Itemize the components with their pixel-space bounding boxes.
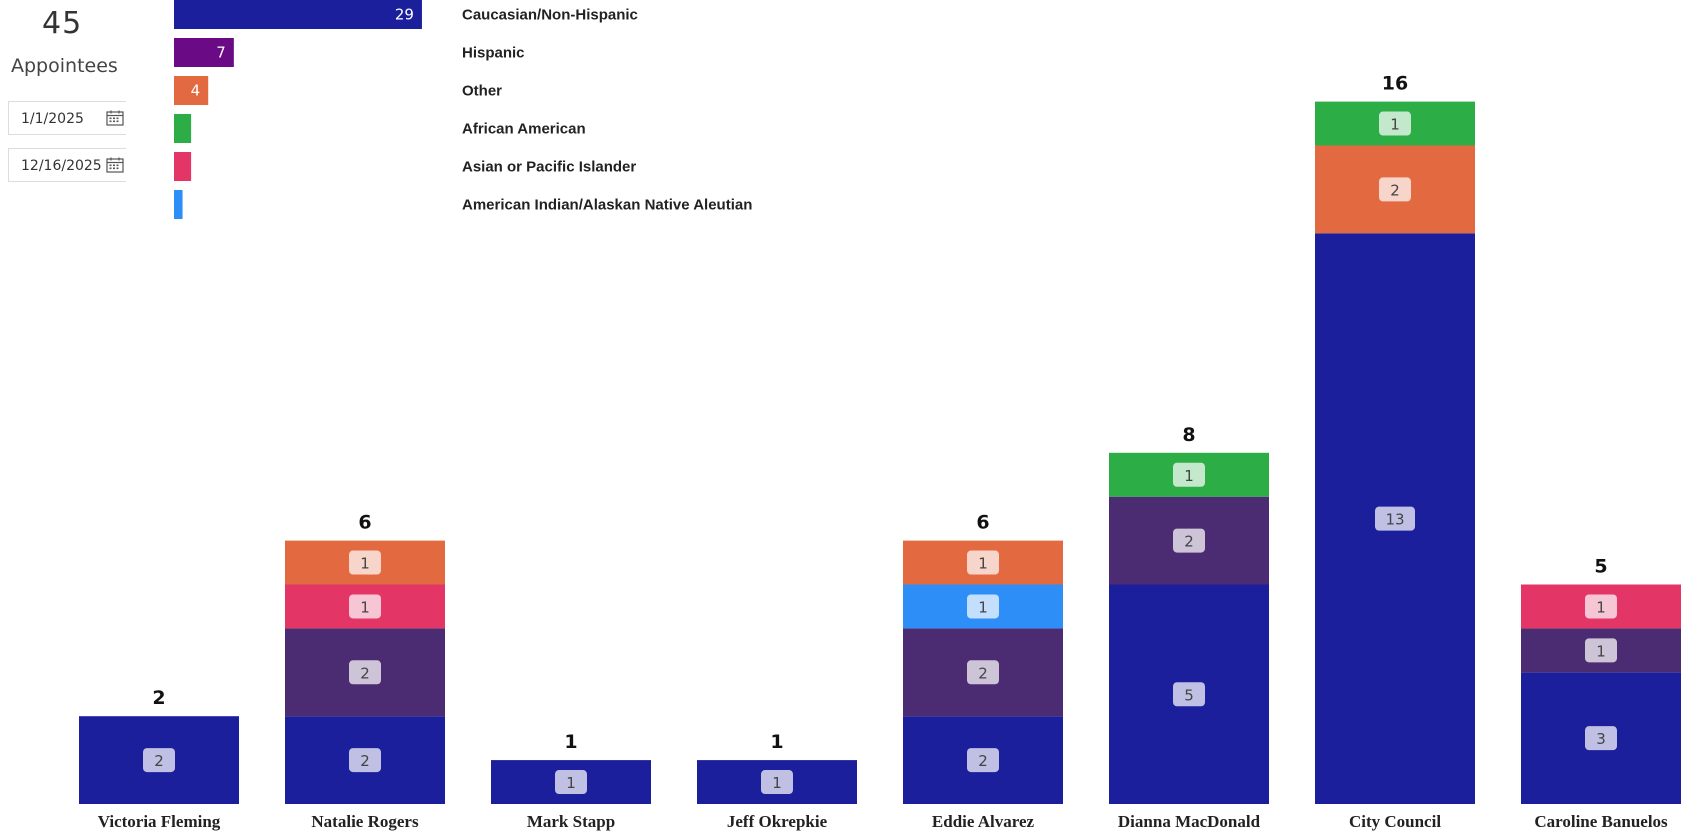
- segment-value-label: 2: [360, 664, 370, 682]
- appointee-count: 45: [42, 6, 83, 41]
- bar-total-label: 6: [976, 512, 989, 534]
- segment-value-label: 1: [1390, 116, 1400, 134]
- start-date-value: 1/1/2025: [21, 111, 84, 127]
- segment-value-label: 1: [360, 598, 370, 616]
- segment-value-label: 13: [1385, 511, 1404, 529]
- ethnicity-category-label: Other: [462, 83, 502, 100]
- segment-value-badge: [349, 594, 381, 619]
- end-date-value: 12/16/2025: [21, 158, 102, 174]
- bar-total-label: 2: [152, 687, 165, 709]
- ethnicity-category-label: Asian or Pacific Islander: [462, 159, 636, 176]
- ethnicity-bar-african-american[interactable]: [174, 114, 192, 143]
- segment-value-label: 2: [978, 752, 988, 770]
- bar-total-label: 1: [770, 731, 783, 753]
- ethnicity-bar-other[interactable]: [174, 76, 209, 105]
- segment-value-badge: [1375, 506, 1415, 531]
- segment-value-label: 1: [1596, 598, 1606, 616]
- segment-value-label: 5: [1184, 686, 1194, 704]
- segment-value-label: 1: [772, 774, 782, 792]
- segment-value-label: 3: [1596, 730, 1606, 748]
- start-date-input[interactable]: 1/1/2025: [8, 101, 126, 135]
- ethnicity-category-label: American Indian/Alaskan Native Aleutian: [462, 197, 752, 214]
- segment-value-badge: [967, 748, 999, 773]
- ethnicity-bar-chart: 29 Caucasian/Non-Hispanic 7 Hispanic 4 Other A…: [174, 0, 752, 219]
- ethnicity-bar-value: 29: [395, 6, 414, 24]
- segment-value-badge: [1585, 594, 1617, 619]
- segment-value-badge: [1585, 638, 1617, 663]
- category-axis-label: Dianna MacDonald: [1118, 812, 1261, 831]
- segment-value-badge: [349, 748, 381, 773]
- segment-value-label: 2: [360, 752, 370, 770]
- segment-value-badge: [967, 550, 999, 575]
- segment-value-badge: [1173, 528, 1205, 553]
- segment-value-badge: [967, 660, 999, 685]
- segment-value-label: 2: [1390, 181, 1400, 199]
- ethnicity-bar-american-indian-alaskan-native-aleutian[interactable]: [174, 190, 183, 219]
- segment-value-badge: [1379, 111, 1411, 136]
- ethnicity-bar-asian-or-pacific-islander[interactable]: [174, 152, 192, 181]
- segment-value-badge: [349, 660, 381, 685]
- bar-total-label: 1: [564, 731, 577, 753]
- segment-value-label: 1: [978, 598, 988, 616]
- segment-value-badge: [1173, 462, 1205, 487]
- ethnicity-bar-caucasian-non-hispanic[interactable]: [174, 0, 422, 29]
- ethnicity-category-label: Caucasian/Non-Hispanic: [462, 7, 638, 24]
- category-axis-label: Caroline Banuelos: [1534, 812, 1668, 831]
- segment-value-badge: [1173, 682, 1205, 707]
- segment-value-label: 1: [360, 555, 370, 573]
- segment-value-label: 2: [154, 752, 164, 770]
- ethnicity-category-label: African American: [462, 121, 586, 138]
- category-axis-label: Victoria Fleming: [98, 812, 221, 831]
- bar-total-label: 8: [1182, 424, 1195, 446]
- ethnicity-bar-value: 7: [216, 44, 226, 62]
- segment-value-badge: [555, 770, 587, 795]
- segment-value-badge: [143, 748, 175, 773]
- category-axis-label: Eddie Alvarez: [932, 812, 1035, 831]
- category-axis-label: Natalie Rogers: [311, 812, 419, 831]
- ethnicity-bar-value: 4: [191, 82, 201, 100]
- segment-value-label: 1: [566, 774, 576, 792]
- segment-value-badge: [761, 770, 793, 795]
- segment-value-badge: [349, 550, 381, 575]
- segment-value-label: 2: [978, 664, 988, 682]
- ethnicity-bar-hispanic[interactable]: [174, 38, 234, 67]
- bar-total-label: 16: [1382, 73, 1408, 95]
- bar-total-label: 6: [358, 512, 371, 534]
- category-axis-label: City Council: [1349, 812, 1441, 831]
- ethnicity-category-label: Hispanic: [462, 45, 525, 62]
- category-axis-label: Jeff Okrepkie: [727, 812, 828, 831]
- calendar-icon[interactable]: [106, 157, 124, 173]
- appointee-count-label: Appointees: [11, 55, 118, 77]
- calendar-icon[interactable]: [106, 110, 124, 126]
- segment-value-label: 1: [978, 555, 988, 573]
- end-date-input[interactable]: 12/16/2025: [8, 148, 126, 182]
- segment-value-badge: [967, 594, 999, 619]
- segment-value-label: 2: [1184, 533, 1194, 551]
- segment-value-label: 1: [1596, 642, 1606, 660]
- segment-value-badge: [1585, 726, 1617, 751]
- category-axis-label: Mark Stapp: [527, 812, 615, 831]
- bar-total-label: 5: [1594, 556, 1607, 578]
- segment-value-label: 1: [1184, 467, 1194, 485]
- segment-value-badge: [1379, 177, 1411, 202]
